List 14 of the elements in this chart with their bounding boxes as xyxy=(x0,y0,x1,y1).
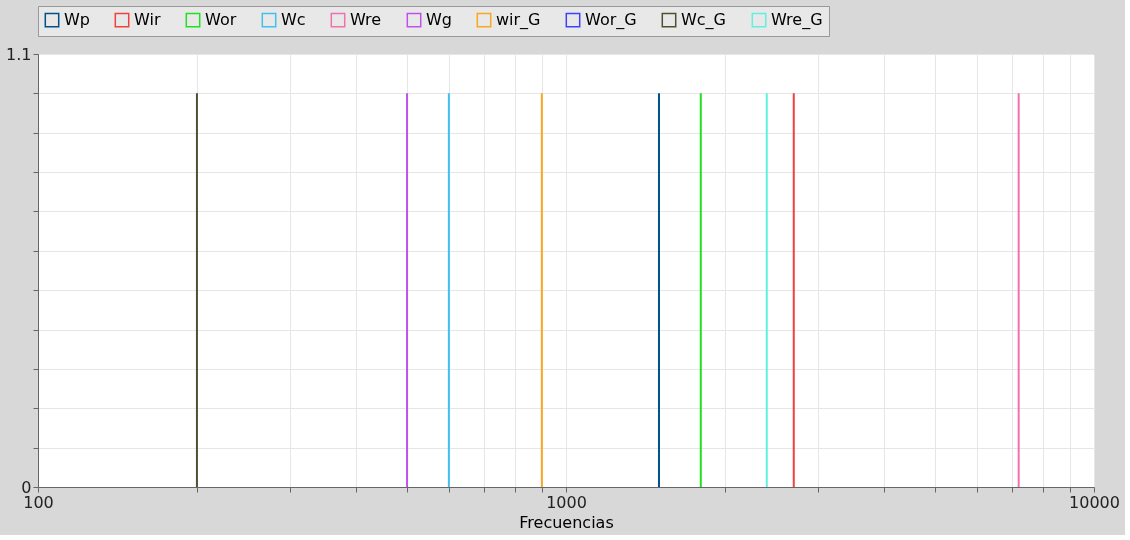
legend-label: Wre xyxy=(350,10,382,30)
legend-label: Wor_G xyxy=(585,10,637,31)
legend-label: Wc_G xyxy=(681,10,727,31)
legend-label: Wc xyxy=(281,10,306,30)
legend-label: Wre_G xyxy=(771,10,823,31)
x-axis-title: Frecuencias xyxy=(519,512,614,532)
y-tick-label: 1.1 xyxy=(6,44,32,64)
legend-label: wir_G xyxy=(496,10,541,31)
legend-label: Wg xyxy=(426,10,452,30)
x-tick-label: 10000 xyxy=(1069,492,1120,512)
legend-label: Wor xyxy=(205,10,237,30)
legend-label: Wp xyxy=(64,10,90,30)
x-tick-label: 1000 xyxy=(546,492,587,512)
legend-label: Wir xyxy=(134,10,161,30)
